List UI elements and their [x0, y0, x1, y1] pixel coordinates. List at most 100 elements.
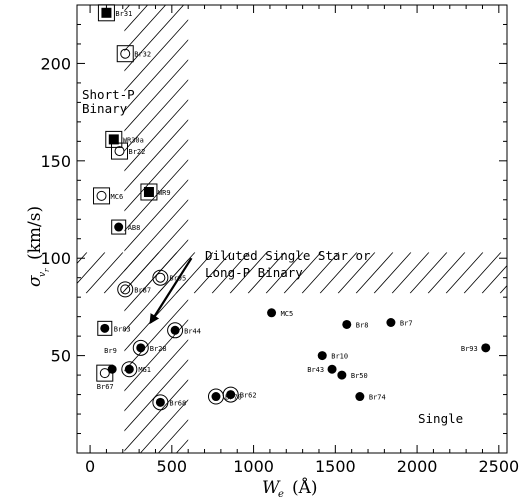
hatch-line [301, 252, 340, 294]
point-br9: Br9 [104, 347, 117, 374]
y-axis-subscript: v [38, 272, 48, 277]
hatch-line [337, 252, 376, 294]
hatch-line [77, 252, 88, 264]
hatch-line [391, 252, 430, 294]
hatch-line [463, 252, 502, 294]
arrow [149, 257, 193, 325]
point-label: Br87 [134, 286, 151, 294]
data-points: Br31Br32WR30aBr22WR9MC6AB8Br95Br87Br83Br… [93, 4, 491, 411]
point-frame [105, 130, 123, 148]
hatch-line [77, 252, 106, 284]
point-frame [111, 142, 129, 160]
hatch-line [124, 59, 189, 132]
point-marker [96, 190, 107, 201]
point-marker [114, 222, 124, 232]
x-tick-label: 2500 [478, 457, 519, 476]
point-marker [107, 364, 117, 374]
point-mc5: MC5 [267, 308, 293, 318]
point-label: Br50 [351, 372, 368, 380]
hatch-line [176, 439, 189, 453]
point-wr30a: WR30a [105, 130, 144, 148]
point-label: Br44 [184, 327, 201, 335]
point-marker [317, 351, 327, 361]
x-axis-subscript: e [278, 489, 284, 500]
hatch-line [355, 252, 394, 294]
point-marker [481, 343, 491, 353]
point-marker [386, 317, 396, 327]
point-br93: Br93 [461, 343, 491, 353]
point-label: MC6 [111, 193, 124, 201]
point-marker [100, 323, 110, 333]
hatch-line [319, 252, 358, 294]
plot-frame [76, 4, 508, 454]
point-br10: Br10 [317, 351, 348, 361]
hatch-line [211, 252, 250, 294]
point-label: Br31 [115, 10, 132, 18]
hatch-line [124, 379, 189, 452]
point-marker [155, 397, 165, 407]
hatch-line [124, 219, 189, 292]
x-axis-title: W e (Å) [262, 477, 318, 500]
hatch-line [193, 252, 232, 294]
x-axis-unit: (Å) [292, 477, 318, 498]
point-marker [136, 343, 146, 353]
hatch-line [157, 252, 196, 294]
x-tick-label: 1500 [315, 457, 356, 476]
hatch-line [283, 252, 322, 294]
point-label: Br8 [356, 321, 369, 329]
point-marker [101, 7, 112, 18]
point-label: Br93 [461, 345, 478, 353]
point-br7: Br7 [386, 317, 413, 327]
annotation-diluted: Diluted Single Star or Long-P Binary [205, 248, 371, 280]
point-label: Br7 [400, 319, 413, 327]
hatch-line [103, 252, 142, 294]
point-marker [143, 186, 154, 197]
axis-ticks: 0 500 1000 1500 2000 2500 50 100 150 200 [40, 5, 519, 476]
point-label: Br68 [169, 399, 186, 407]
x-tick-label: 0 [85, 457, 95, 476]
point-label: MG1 [138, 366, 151, 374]
hatch-line [229, 252, 268, 294]
point-br67: Br67 [96, 364, 114, 391]
point-marker [120, 48, 131, 59]
point-label: Br32 [134, 51, 151, 59]
hatch-line [212, 5, 520, 453]
hatch-line [124, 199, 189, 272]
diluted-line-1: Diluted Single Star or [205, 248, 371, 263]
point-ring [152, 269, 169, 286]
point-label: Br83 [114, 325, 131, 333]
hatch-line [194, 5, 520, 453]
hatch-line [124, 319, 189, 392]
point-marker [211, 392, 221, 402]
point-frame [116, 45, 134, 63]
hatch-line [124, 19, 189, 92]
short-p-line-1: Short-P [82, 87, 135, 102]
point-br43: Br43 [307, 364, 337, 374]
point-marker [155, 272, 166, 283]
point-marker [267, 308, 277, 318]
point-frame [96, 364, 114, 382]
hatch-line [124, 259, 189, 332]
y-axis-unit: (km/s) [25, 206, 45, 260]
y-tick-label: 200 [40, 54, 71, 73]
point-br87: Br87 [117, 281, 151, 298]
y-tick-label: 50 [51, 347, 71, 366]
point-marker [342, 319, 352, 329]
hatch-line [265, 252, 304, 294]
point-br32: Br32 [116, 45, 151, 63]
point-label: Br74 [369, 394, 386, 402]
hatch-line [481, 265, 507, 294]
hatch-line [85, 252, 124, 294]
hatch-line [139, 252, 178, 294]
point-mc6: MC6 [93, 187, 124, 205]
x-tick-label: 500 [157, 457, 188, 476]
point-frame [111, 219, 127, 235]
point-label: Br62 [240, 392, 257, 400]
hatch-band-2 [77, 252, 507, 294]
point-marker [226, 390, 236, 400]
point-br44: Br44 [167, 322, 201, 339]
hatch-line [124, 359, 189, 432]
point-marker [99, 368, 110, 379]
point-label: Br67 [97, 383, 114, 391]
point-ring [152, 394, 169, 411]
